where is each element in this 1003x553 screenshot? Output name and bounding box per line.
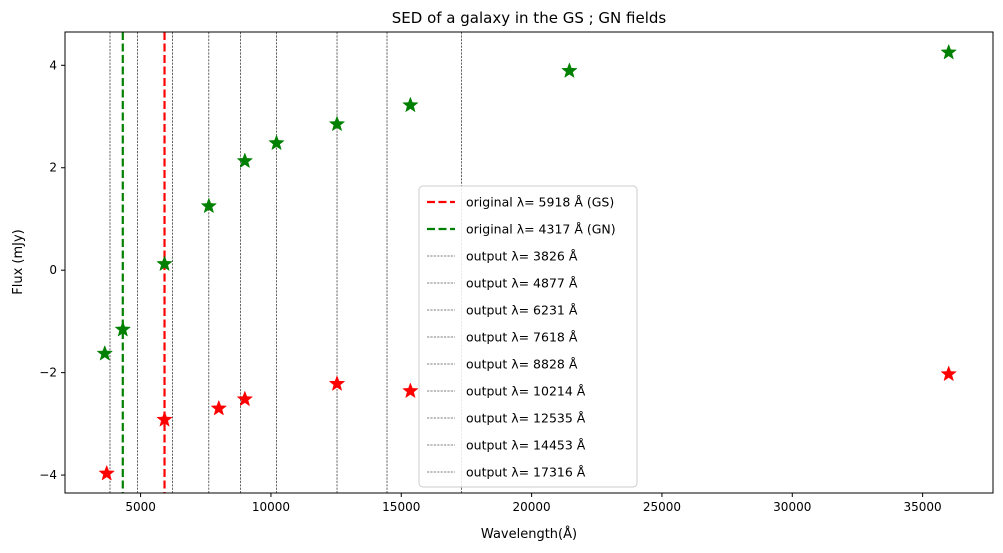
marker-gn-2 <box>156 255 173 272</box>
y-axis-label: Flux (mJy) <box>11 229 26 295</box>
marker-gn-7 <box>402 96 419 113</box>
y-tick-label-0: 0 <box>49 263 57 277</box>
legend-label-10: output λ= 17316 Å <box>466 465 586 480</box>
x-axis-label: Wavelength(Å) <box>481 526 577 542</box>
marker-gs-4 <box>328 375 346 391</box>
marker-gn-8 <box>561 62 578 78</box>
marker-gn-4 <box>236 152 254 169</box>
legend-label-3: output λ= 4877 Å <box>466 276 578 291</box>
x-axis-ticks: 5000 10000 15000 20000 25000 30000 35000 <box>125 493 942 514</box>
marker-gs-6 <box>940 365 957 382</box>
legend-label-7: output λ= 10214 Å <box>466 384 586 399</box>
marker-gs-0 <box>98 464 116 481</box>
marker-gn-3 <box>200 197 218 214</box>
marker-gn-0 <box>96 344 114 361</box>
marker-gn-5 <box>268 134 285 151</box>
marker-gn-9 <box>940 43 957 60</box>
x-tick-label-20000: 20000 <box>513 500 551 514</box>
plot-frame <box>64 31 994 494</box>
legend-label-2: output λ= 3826 Å <box>466 249 578 264</box>
legend: original λ= 5918 Å (GS) original λ= 4317 … <box>418 185 638 488</box>
legend-label-6: output λ= 8828 Å <box>466 357 578 372</box>
x-tick-label-30000: 30000 <box>773 500 811 514</box>
data-markers <box>96 43 957 481</box>
x-tick-label-15000: 15000 <box>382 500 420 514</box>
y-tick-label--2: −2 <box>39 366 57 380</box>
x-tick-label-10000: 10000 <box>252 500 290 514</box>
y-tick-label-4: 4 <box>49 58 57 72</box>
legend-label-8: output λ= 12535 Å <box>466 411 586 426</box>
chart-title: SED of a galaxy in the GS ; GN fields <box>392 9 667 27</box>
x-tick-label-35000: 35000 <box>904 500 942 514</box>
legend-box <box>418 185 638 488</box>
legend-label-1: original λ= 4317 Å (GN) <box>466 222 616 237</box>
marker-gs-5 <box>402 382 419 399</box>
legend-label-5: output λ= 7618 Å <box>466 330 578 345</box>
marker-gn-1 <box>114 320 132 337</box>
y-tick-label-2: 2 <box>49 161 57 175</box>
y-tick-label--4: −4 <box>39 468 57 482</box>
marker-gn-6 <box>328 115 346 132</box>
marker-gs-2 <box>210 399 228 416</box>
legend-label-4: output λ= 6231 Å <box>466 303 578 318</box>
x-tick-label-25000: 25000 <box>643 500 681 514</box>
legend-label-9: output λ= 14453 Å <box>466 438 586 453</box>
marker-gs-1 <box>156 411 173 427</box>
x-tick-label-5000: 5000 <box>125 500 156 514</box>
marker-gs-3 <box>236 390 254 407</box>
y-axis-ticks: −4 −2 0 2 4 <box>39 58 65 482</box>
legend-label-0: original λ= 5918 Å (GS) <box>466 195 614 210</box>
